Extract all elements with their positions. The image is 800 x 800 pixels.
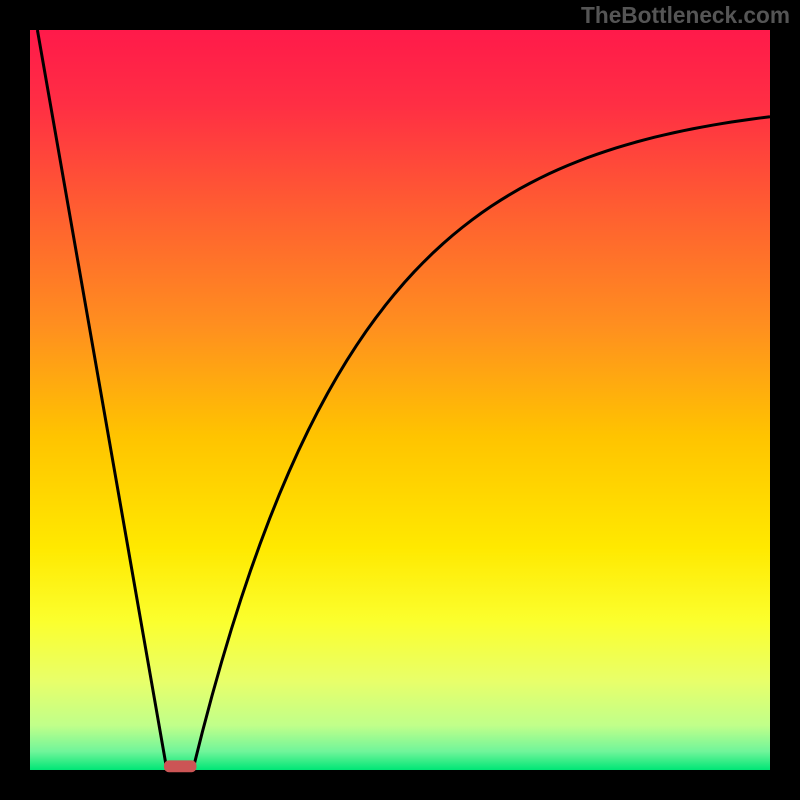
watermark-text: TheBottleneck.com (581, 2, 790, 29)
valley-marker (164, 760, 197, 772)
chart-svg (0, 0, 800, 800)
bottleneck-chart: TheBottleneck.com (0, 0, 800, 800)
plot-background (30, 30, 770, 770)
